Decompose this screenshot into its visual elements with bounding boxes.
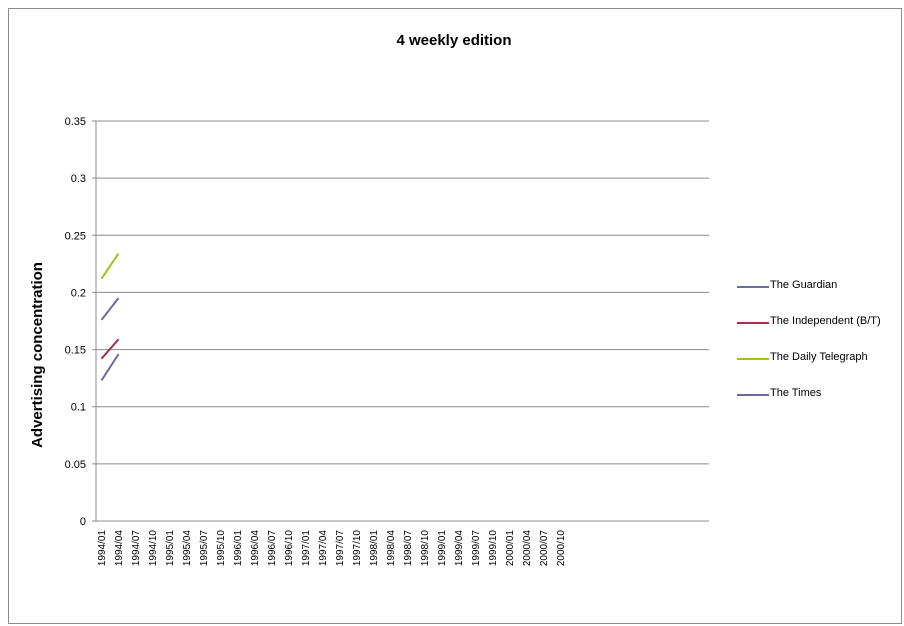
x-tick-label: 1994/01	[97, 530, 108, 567]
legend-label: The Guardian	[770, 279, 837, 291]
x-axis-ticks: 1994/01 1994/04 1994/07 1994/10 1995/01 1995/…	[97, 530, 567, 567]
x-tick-label: 1997/07	[335, 530, 346, 567]
legend-label: The Times	[770, 387, 822, 399]
x-tick-label: 2000/10	[556, 530, 567, 567]
y-axis-label: Advertising concentration	[29, 262, 46, 448]
x-tick-label: 1998/01	[369, 530, 380, 567]
x-tick-label: 1998/10	[420, 530, 431, 567]
x-tick-label: 1996/07	[267, 530, 278, 567]
y-axis-ticks: 0 0.05 0.1 0.15 0.2 0.25 0.3 0.35	[65, 116, 86, 528]
x-tick-label: 1999/07	[471, 530, 482, 567]
x-tick-label: 2000/01	[505, 530, 516, 567]
x-tick-label: 1996/04	[250, 530, 261, 567]
y-tick-label: 0	[80, 516, 86, 528]
grid	[92, 120, 709, 522]
x-tick-label: 1998/04	[386, 530, 397, 567]
x-tick-label: 1994/10	[148, 530, 159, 567]
x-tick-label: 1994/04	[114, 530, 125, 567]
x-tick-label: 1998/07	[403, 530, 414, 567]
x-tick-label: 1997/04	[318, 530, 329, 567]
x-tick-label: 2000/04	[522, 530, 533, 567]
series-lines	[100, 253, 120, 381]
series-line	[100, 338, 120, 360]
y-tick-label: 0.2	[71, 287, 86, 299]
y-tick-label: 0.35	[65, 116, 86, 128]
x-tick-label: 1995/01	[165, 530, 176, 567]
legend-label: The Daily Telegraph	[770, 351, 868, 363]
x-tick-label: 1997/01	[301, 530, 312, 567]
x-tick-label: 1995/07	[199, 530, 210, 567]
x-tick-label: 1999/10	[488, 530, 499, 567]
x-tick-label: 1999/01	[437, 530, 448, 567]
x-tick-label: 1996/10	[284, 530, 295, 567]
y-tick-label: 0.15	[65, 345, 86, 357]
x-tick-label: 2000/07	[539, 530, 550, 567]
series-line	[100, 353, 120, 381]
x-tick-label: 1999/04	[454, 530, 465, 567]
series-line	[100, 297, 120, 321]
chart-title: 4 weekly edition	[396, 32, 511, 49]
y-tick-label: 0.25	[65, 230, 86, 242]
y-tick-label: 0.05	[65, 459, 86, 471]
series-line	[100, 253, 120, 280]
x-tick-label: 1995/04	[182, 530, 193, 567]
y-tick-label: 0.1	[71, 402, 86, 414]
x-tick-label: 1997/10	[352, 530, 363, 567]
legend: The Guardian The Independent (B/T) The Dai…	[737, 279, 881, 399]
legend-label: The Independent (B/T)	[770, 315, 881, 327]
x-tick-label: 1996/01	[233, 530, 244, 567]
y-tick-label: 0.3	[71, 173, 86, 185]
x-tick-label: 1995/10	[216, 530, 227, 567]
x-tick-label: 1994/07	[131, 530, 142, 567]
